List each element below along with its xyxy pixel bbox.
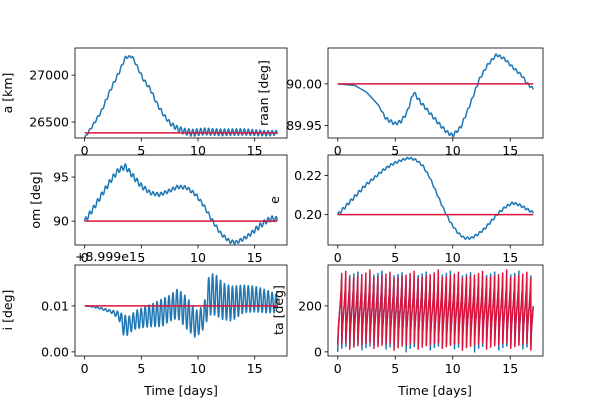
panel-i-xtick-label: 0	[81, 361, 89, 376]
panel-om-xtick-label: 5	[137, 250, 145, 265]
panel-om: 0 5 10 15 90 95 om [deg]	[28, 154, 288, 265]
panel-raan-xtick-label: 5	[391, 143, 399, 158]
panel-a-ytick-label: 26500	[29, 115, 69, 130]
panel-om-x-ticks: 0 5 10 15	[81, 245, 263, 265]
panel-om-xtick-label: 0	[81, 250, 89, 265]
panel-i-offset-text: +8.999e1	[75, 249, 137, 264]
panel-ta-xtick-label: 10	[445, 361, 461, 376]
panel-raan-xtick-label: 10	[445, 143, 461, 158]
panel-e-ytick-label: 0.22	[294, 168, 322, 183]
panel-e-xtick-label: 0	[334, 250, 342, 265]
panel-ta-ytick-label: 200	[298, 298, 322, 313]
panel-ta-reference-line	[337, 269, 534, 351]
panel-ta-xtick-label: 0	[334, 361, 342, 376]
panel-e-xtick-label: 10	[445, 250, 461, 265]
panel-raan-ylabel: raan [deg]	[256, 60, 271, 126]
panel-om-ytick-label: 90	[53, 214, 69, 229]
panel-om-ytick-label: 95	[53, 170, 69, 185]
panel-i-xtick-label: 15	[247, 361, 263, 376]
panel-raan-frame	[327, 47, 544, 139]
panel-e-osculating-line	[337, 156, 534, 240]
panel-raan-ytick-label: 89.95	[286, 118, 322, 133]
panel-a-y-ticks: 26500 27000	[29, 68, 75, 130]
panel-raan-x-ticks: 0 5 10 15	[334, 138, 518, 158]
panel-om-plot-area	[83, 163, 279, 245]
panel-ta-xtick-label: 15	[502, 361, 518, 376]
panel-a-x-ticks: 0 5 10 15	[81, 138, 263, 158]
panel-a-ytick-label: 27000	[29, 68, 69, 83]
panel-om-ylabel: om [deg]	[28, 171, 43, 228]
panel-raan-xtick-label: 0	[334, 143, 342, 158]
panel-ta-ytick-label: 0	[314, 344, 322, 359]
panel-a-plot-area	[83, 54, 279, 138]
panel-ta-plot-area	[337, 269, 534, 353]
panel-raan-osculating-line	[337, 53, 534, 138]
panel-i-osculating-line	[84, 273, 279, 338]
panel-i-xlabel: Time [days]	[143, 383, 218, 398]
panel-raan-xtick-label: 15	[502, 143, 518, 158]
panel-ta: 0 5 10 15 0 200 ta [deg] Time [days]	[271, 264, 544, 398]
panel-ta-frame	[327, 264, 544, 357]
panel-a: 0 5 10 15 26500 27000 a [km]	[0, 47, 288, 158]
panel-raan-ytick-label: 90.00	[286, 76, 322, 91]
panel-e-ytick-label: 0.20	[294, 207, 322, 222]
panel-i-frame	[74, 264, 288, 357]
panel-e-plot-area	[337, 156, 534, 240]
panel-om-xtick-label: 10	[190, 250, 206, 265]
panel-e-frame	[327, 154, 544, 246]
panel-a-xtick-label: 10	[190, 143, 206, 158]
panel-i-xtick-label: 5	[137, 361, 145, 376]
panel-e-xtick-label: 15	[502, 250, 518, 265]
panel-ta-x-ticks: 0 5 10 15	[334, 356, 518, 376]
panel-i-x-ticks: 0 5 10 15	[81, 356, 263, 376]
panel-a-frame	[74, 47, 288, 139]
panel-raan-y-ticks: 89.95 90.00	[286, 76, 328, 133]
panel-a-xtick-label: 5	[137, 143, 145, 158]
panel-i-ylabel: i [deg]	[0, 290, 15, 331]
panel-om-osculating-line	[83, 163, 279, 245]
panel-a-xtick-label: 0	[81, 143, 89, 158]
panel-e-ylabel: e	[267, 196, 282, 204]
panel-om-y-ticks: 90 95	[53, 170, 75, 229]
panel-a-osculating-line	[83, 54, 279, 138]
panel-i-ytick-label: 0.01	[41, 298, 69, 313]
panel-ta-ylabel: ta [deg]	[271, 285, 286, 335]
panel-om-frame	[74, 154, 288, 246]
panel-om-xtick-label: 15	[247, 250, 263, 265]
panel-ta-y-ticks: 0 200	[298, 298, 328, 359]
panel-raan: 0 5 10 15 89.95 90.00 raan [deg]	[256, 47, 544, 158]
panel-i-ytick-label: 0.00	[41, 344, 69, 359]
panel-ta-xtick-label: 5	[391, 361, 399, 376]
panel-raan-plot-area	[337, 53, 534, 138]
panel-e-xtick-label: 5	[391, 250, 399, 265]
panel-a-ylabel: a [km]	[0, 73, 15, 114]
panel-i-xtick-label: 10	[190, 361, 206, 376]
panel-i-plot-area	[84, 273, 279, 338]
panel-e: 0 5 10 15 0.20 0.22 e	[267, 154, 544, 265]
panel-ta-xlabel: Time [days]	[397, 383, 472, 398]
panel-i-y-ticks: 0.00 0.01	[41, 298, 75, 359]
panel-a-xtick-label: 15	[247, 143, 263, 158]
panel-e-y-ticks: 0.20 0.22	[294, 168, 328, 222]
panel-i: 0 5 10 15 0.00 0.01 i [deg] Time [days] +8.9…	[0, 249, 288, 398]
panel-e-x-ticks: 0 5 10 15	[334, 245, 518, 265]
